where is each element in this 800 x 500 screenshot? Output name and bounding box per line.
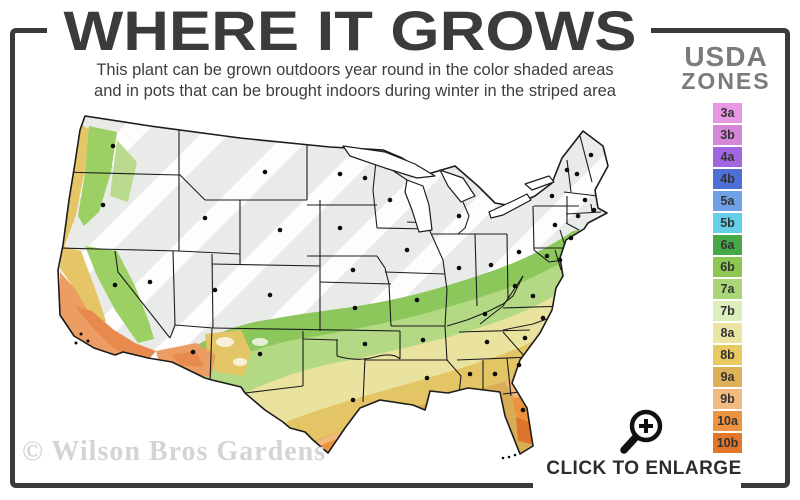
frame-gap-top bbox=[47, 26, 651, 36]
page-title: WHERE IT GROWS bbox=[63, 0, 637, 62]
lake-huron bbox=[439, 169, 476, 203]
mountain-patches bbox=[216, 337, 268, 366]
zone-chip-4b: 4b bbox=[713, 169, 742, 189]
zone-chip-9a: 9a bbox=[713, 367, 742, 387]
lake-michigan bbox=[404, 179, 433, 233]
subtitle-line-2: and in pots that can be brought indoors … bbox=[94, 82, 616, 100]
zone-texas-tip-orange bbox=[319, 439, 336, 454]
zone-chip-7b: 7b bbox=[713, 301, 742, 321]
zone-chip-10a: 10a bbox=[713, 411, 742, 431]
us-outline bbox=[57, 115, 609, 455]
click-to-enlarge-button[interactable]: CLICK TO ENLARGE bbox=[546, 458, 742, 479]
map-fill-layers bbox=[58, 116, 608, 454]
watermark: © Wilson Bros Gardens bbox=[22, 436, 327, 467]
zone-chip-7a: 7a bbox=[713, 279, 742, 299]
subtitle: This plant can be grown outdoors year ro… bbox=[30, 60, 680, 102]
lake-superior bbox=[342, 145, 436, 179]
usda-zones-legend: 3a 3b 4a 4b 5a 5b 6a 6b 7a 7b 8a 8b 9a 9b 10a 10b bbox=[713, 103, 743, 455]
subtitle-line-1: This plant can be grown outdoors year ro… bbox=[96, 61, 614, 79]
legend-title: USDA ZONES bbox=[668, 41, 784, 94]
zone-chip-8b: 8b bbox=[713, 345, 742, 365]
zone-socal-coast-orange bbox=[59, 272, 124, 357]
zone-chip-5b: 5b bbox=[713, 213, 742, 233]
zone-cascades-green bbox=[78, 126, 117, 226]
legend-title-zones: ZONES bbox=[681, 68, 771, 94]
zone-chip-10b: 10b bbox=[713, 433, 742, 453]
zone-arizona-deep bbox=[171, 351, 204, 367]
zone-sierra-green bbox=[85, 246, 154, 343]
striped-area bbox=[58, 116, 608, 454]
zone-chip-3b: 3b bbox=[713, 125, 742, 145]
great-lakes bbox=[342, 145, 555, 233]
city-markers bbox=[74, 143, 597, 460]
frame-gap-bottom bbox=[533, 480, 741, 490]
zone-chip-3a: 3a bbox=[713, 103, 742, 123]
zone-chip-6a: 6a bbox=[713, 235, 742, 255]
zone-chip-9b: 9b bbox=[713, 389, 742, 409]
zone-california-valley-gold bbox=[60, 246, 106, 329]
zone-chip-5a: 5a bbox=[713, 191, 742, 211]
magnifying-glass-plus-icon[interactable] bbox=[616, 404, 672, 460]
zone-socal-inner-salmon bbox=[75, 306, 156, 359]
zone-oregon-lightgreen bbox=[110, 140, 137, 202]
lake-erie bbox=[488, 193, 532, 219]
us-zone-map[interactable] bbox=[55, 110, 667, 466]
zone-chip-4a: 4a bbox=[713, 147, 742, 167]
zone-chip-6b: 6b bbox=[713, 257, 742, 277]
lake-ontario bbox=[524, 175, 555, 191]
zone-florida-tip-darkorange bbox=[516, 417, 532, 444]
legend-title-usda: USDA bbox=[684, 41, 768, 72]
zone-chip-8a: 8a bbox=[713, 323, 742, 343]
